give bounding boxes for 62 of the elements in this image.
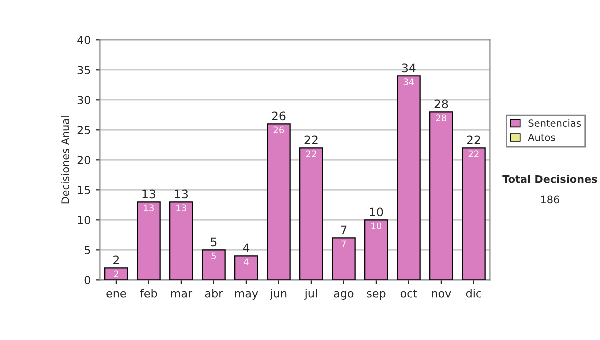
x-tick-label: mar xyxy=(171,291,193,298)
bar xyxy=(267,124,291,280)
y-tick-label: 15 xyxy=(78,186,90,195)
total-label: 22 xyxy=(467,136,480,144)
y-tick-label: 35 xyxy=(78,66,90,75)
y-tick-label: 5 xyxy=(84,246,90,255)
y-tick-label: 40 xyxy=(78,36,90,44)
x-tick-label: ago xyxy=(334,291,354,300)
bar xyxy=(397,76,421,280)
x-tick-label: sep xyxy=(367,291,386,300)
data-label: 7 xyxy=(342,240,346,248)
total-label: 13 xyxy=(175,190,188,199)
bar xyxy=(137,202,161,280)
total-label: 28 xyxy=(434,100,448,109)
bar xyxy=(332,238,356,280)
data-label: 22 xyxy=(306,150,316,158)
legend-label: Sentencias xyxy=(528,119,582,128)
bar xyxy=(202,250,226,280)
bar xyxy=(430,112,454,280)
total-label: 2 xyxy=(114,256,120,265)
total-label: 10 xyxy=(370,208,384,217)
total-label: 26 xyxy=(272,112,286,121)
x-tick-label: ene xyxy=(106,291,126,298)
data-label: 34 xyxy=(404,78,414,86)
y-axis-title: Decisiones Anual xyxy=(61,116,70,204)
x-tick-label: jul xyxy=(304,289,318,300)
data-label: 26 xyxy=(274,126,284,134)
bar xyxy=(234,256,258,280)
text: Total Decisiones xyxy=(502,175,598,184)
legend-label: Autos xyxy=(528,134,556,142)
x-tick-label: oct xyxy=(400,290,418,298)
data-label: 13 xyxy=(144,204,154,212)
x-tick-label: feb xyxy=(140,289,158,298)
x-tick-label: abr xyxy=(205,289,224,298)
total-label: 4 xyxy=(243,244,250,252)
bar xyxy=(104,268,128,280)
total-label: 5 xyxy=(211,238,217,247)
data-label: 22 xyxy=(468,150,479,158)
y-tick-label: 25 xyxy=(78,126,90,135)
y-tick-label: 10 xyxy=(78,216,90,225)
bar xyxy=(364,220,388,280)
data-label: 4 xyxy=(244,258,249,266)
data-label: 28 xyxy=(436,114,447,122)
bar xyxy=(462,148,486,280)
total-label: 22 xyxy=(304,136,318,144)
x-tick-label: jun xyxy=(270,289,287,300)
total-label: 34 xyxy=(402,64,416,73)
data-label: 5 xyxy=(212,252,216,260)
bar xyxy=(300,148,324,280)
x-tick-label: dic xyxy=(466,289,482,298)
y-tick-label: 0 xyxy=(84,276,90,285)
data-label: 10 xyxy=(372,222,382,230)
x-tick-label: may xyxy=(235,291,258,300)
x-tick-label: nov xyxy=(432,291,452,298)
y-tick-label: 30 xyxy=(78,96,90,105)
data-label: 2 xyxy=(114,270,118,278)
bar xyxy=(170,202,194,280)
text: 186 xyxy=(541,196,560,204)
y-tick-label: 20 xyxy=(78,156,90,165)
total-label: 7 xyxy=(341,226,347,234)
data-label: 13 xyxy=(176,204,186,212)
total-label: 13 xyxy=(142,190,156,199)
